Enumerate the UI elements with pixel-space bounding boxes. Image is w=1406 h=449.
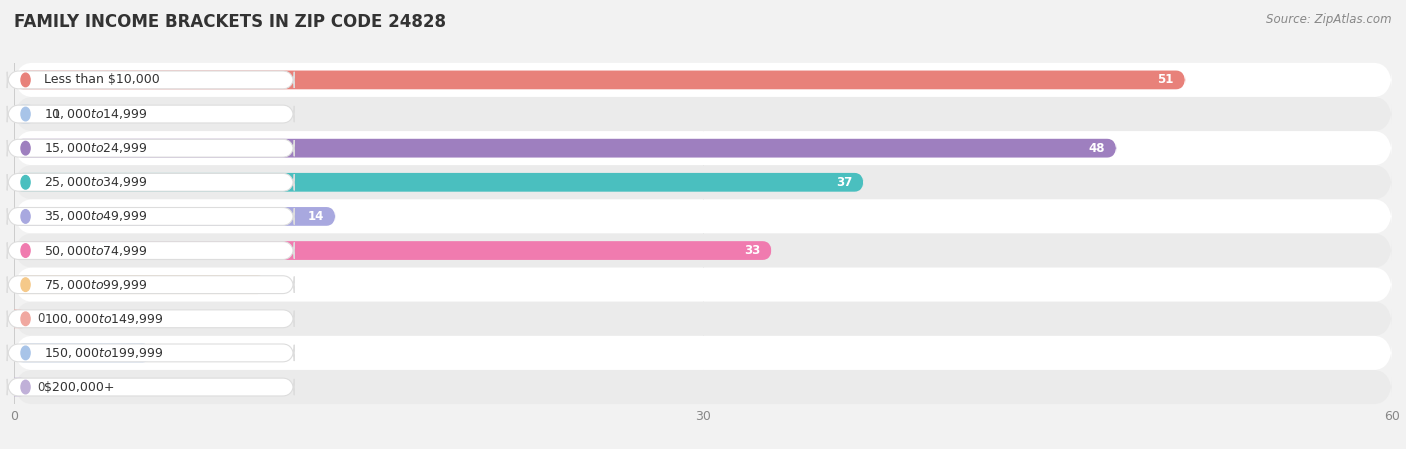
Text: 11: 11 — [239, 278, 256, 291]
Circle shape — [21, 380, 30, 394]
Circle shape — [21, 107, 30, 121]
Text: $150,000 to $199,999: $150,000 to $199,999 — [44, 346, 163, 360]
Circle shape — [21, 346, 30, 360]
Text: $100,000 to $149,999: $100,000 to $149,999 — [44, 312, 163, 326]
Circle shape — [21, 312, 30, 326]
Text: $25,000 to $34,999: $25,000 to $34,999 — [44, 175, 148, 189]
Circle shape — [21, 141, 30, 155]
Text: Source: ZipAtlas.com: Source: ZipAtlas.com — [1267, 13, 1392, 26]
Text: $75,000 to $99,999: $75,000 to $99,999 — [44, 277, 148, 292]
FancyBboxPatch shape — [14, 370, 1392, 404]
Text: 14: 14 — [308, 210, 325, 223]
FancyBboxPatch shape — [14, 105, 37, 123]
Circle shape — [21, 73, 30, 87]
Text: 0: 0 — [37, 313, 45, 325]
Text: Less than $10,000: Less than $10,000 — [44, 74, 160, 86]
FancyBboxPatch shape — [7, 105, 294, 123]
FancyBboxPatch shape — [7, 378, 294, 396]
FancyBboxPatch shape — [11, 309, 24, 328]
FancyBboxPatch shape — [14, 70, 1185, 89]
Text: 37: 37 — [837, 176, 852, 189]
FancyBboxPatch shape — [14, 233, 1392, 268]
Text: FAMILY INCOME BRACKETS IN ZIP CODE 24828: FAMILY INCOME BRACKETS IN ZIP CODE 24828 — [14, 13, 446, 31]
FancyBboxPatch shape — [7, 207, 294, 225]
FancyBboxPatch shape — [14, 131, 1392, 165]
FancyBboxPatch shape — [7, 242, 294, 260]
Circle shape — [21, 210, 30, 223]
Circle shape — [21, 176, 30, 189]
FancyBboxPatch shape — [14, 343, 152, 362]
Text: $15,000 to $24,999: $15,000 to $24,999 — [44, 141, 148, 155]
Text: 51: 51 — [1157, 74, 1174, 86]
FancyBboxPatch shape — [11, 378, 24, 396]
FancyBboxPatch shape — [14, 165, 1392, 199]
FancyBboxPatch shape — [7, 310, 294, 328]
Text: 1: 1 — [53, 108, 60, 120]
Text: $10,000 to $14,999: $10,000 to $14,999 — [44, 107, 148, 121]
Text: 0: 0 — [37, 381, 45, 393]
FancyBboxPatch shape — [7, 276, 294, 294]
FancyBboxPatch shape — [14, 241, 772, 260]
FancyBboxPatch shape — [14, 173, 863, 192]
FancyBboxPatch shape — [14, 275, 267, 294]
Text: 6: 6 — [132, 347, 141, 359]
FancyBboxPatch shape — [7, 344, 294, 362]
FancyBboxPatch shape — [14, 63, 1392, 97]
FancyBboxPatch shape — [14, 268, 1392, 302]
FancyBboxPatch shape — [14, 97, 1392, 131]
Circle shape — [21, 244, 30, 257]
Text: 48: 48 — [1088, 142, 1105, 154]
FancyBboxPatch shape — [7, 71, 294, 89]
FancyBboxPatch shape — [14, 139, 1116, 158]
FancyBboxPatch shape — [7, 173, 294, 191]
FancyBboxPatch shape — [14, 302, 1392, 336]
Text: $35,000 to $49,999: $35,000 to $49,999 — [44, 209, 148, 224]
Text: 33: 33 — [744, 244, 761, 257]
Text: $50,000 to $74,999: $50,000 to $74,999 — [44, 243, 148, 258]
FancyBboxPatch shape — [14, 336, 1392, 370]
FancyBboxPatch shape — [14, 199, 1392, 233]
Text: $200,000+: $200,000+ — [44, 381, 114, 393]
Circle shape — [21, 278, 30, 291]
FancyBboxPatch shape — [14, 207, 336, 226]
FancyBboxPatch shape — [7, 139, 294, 157]
